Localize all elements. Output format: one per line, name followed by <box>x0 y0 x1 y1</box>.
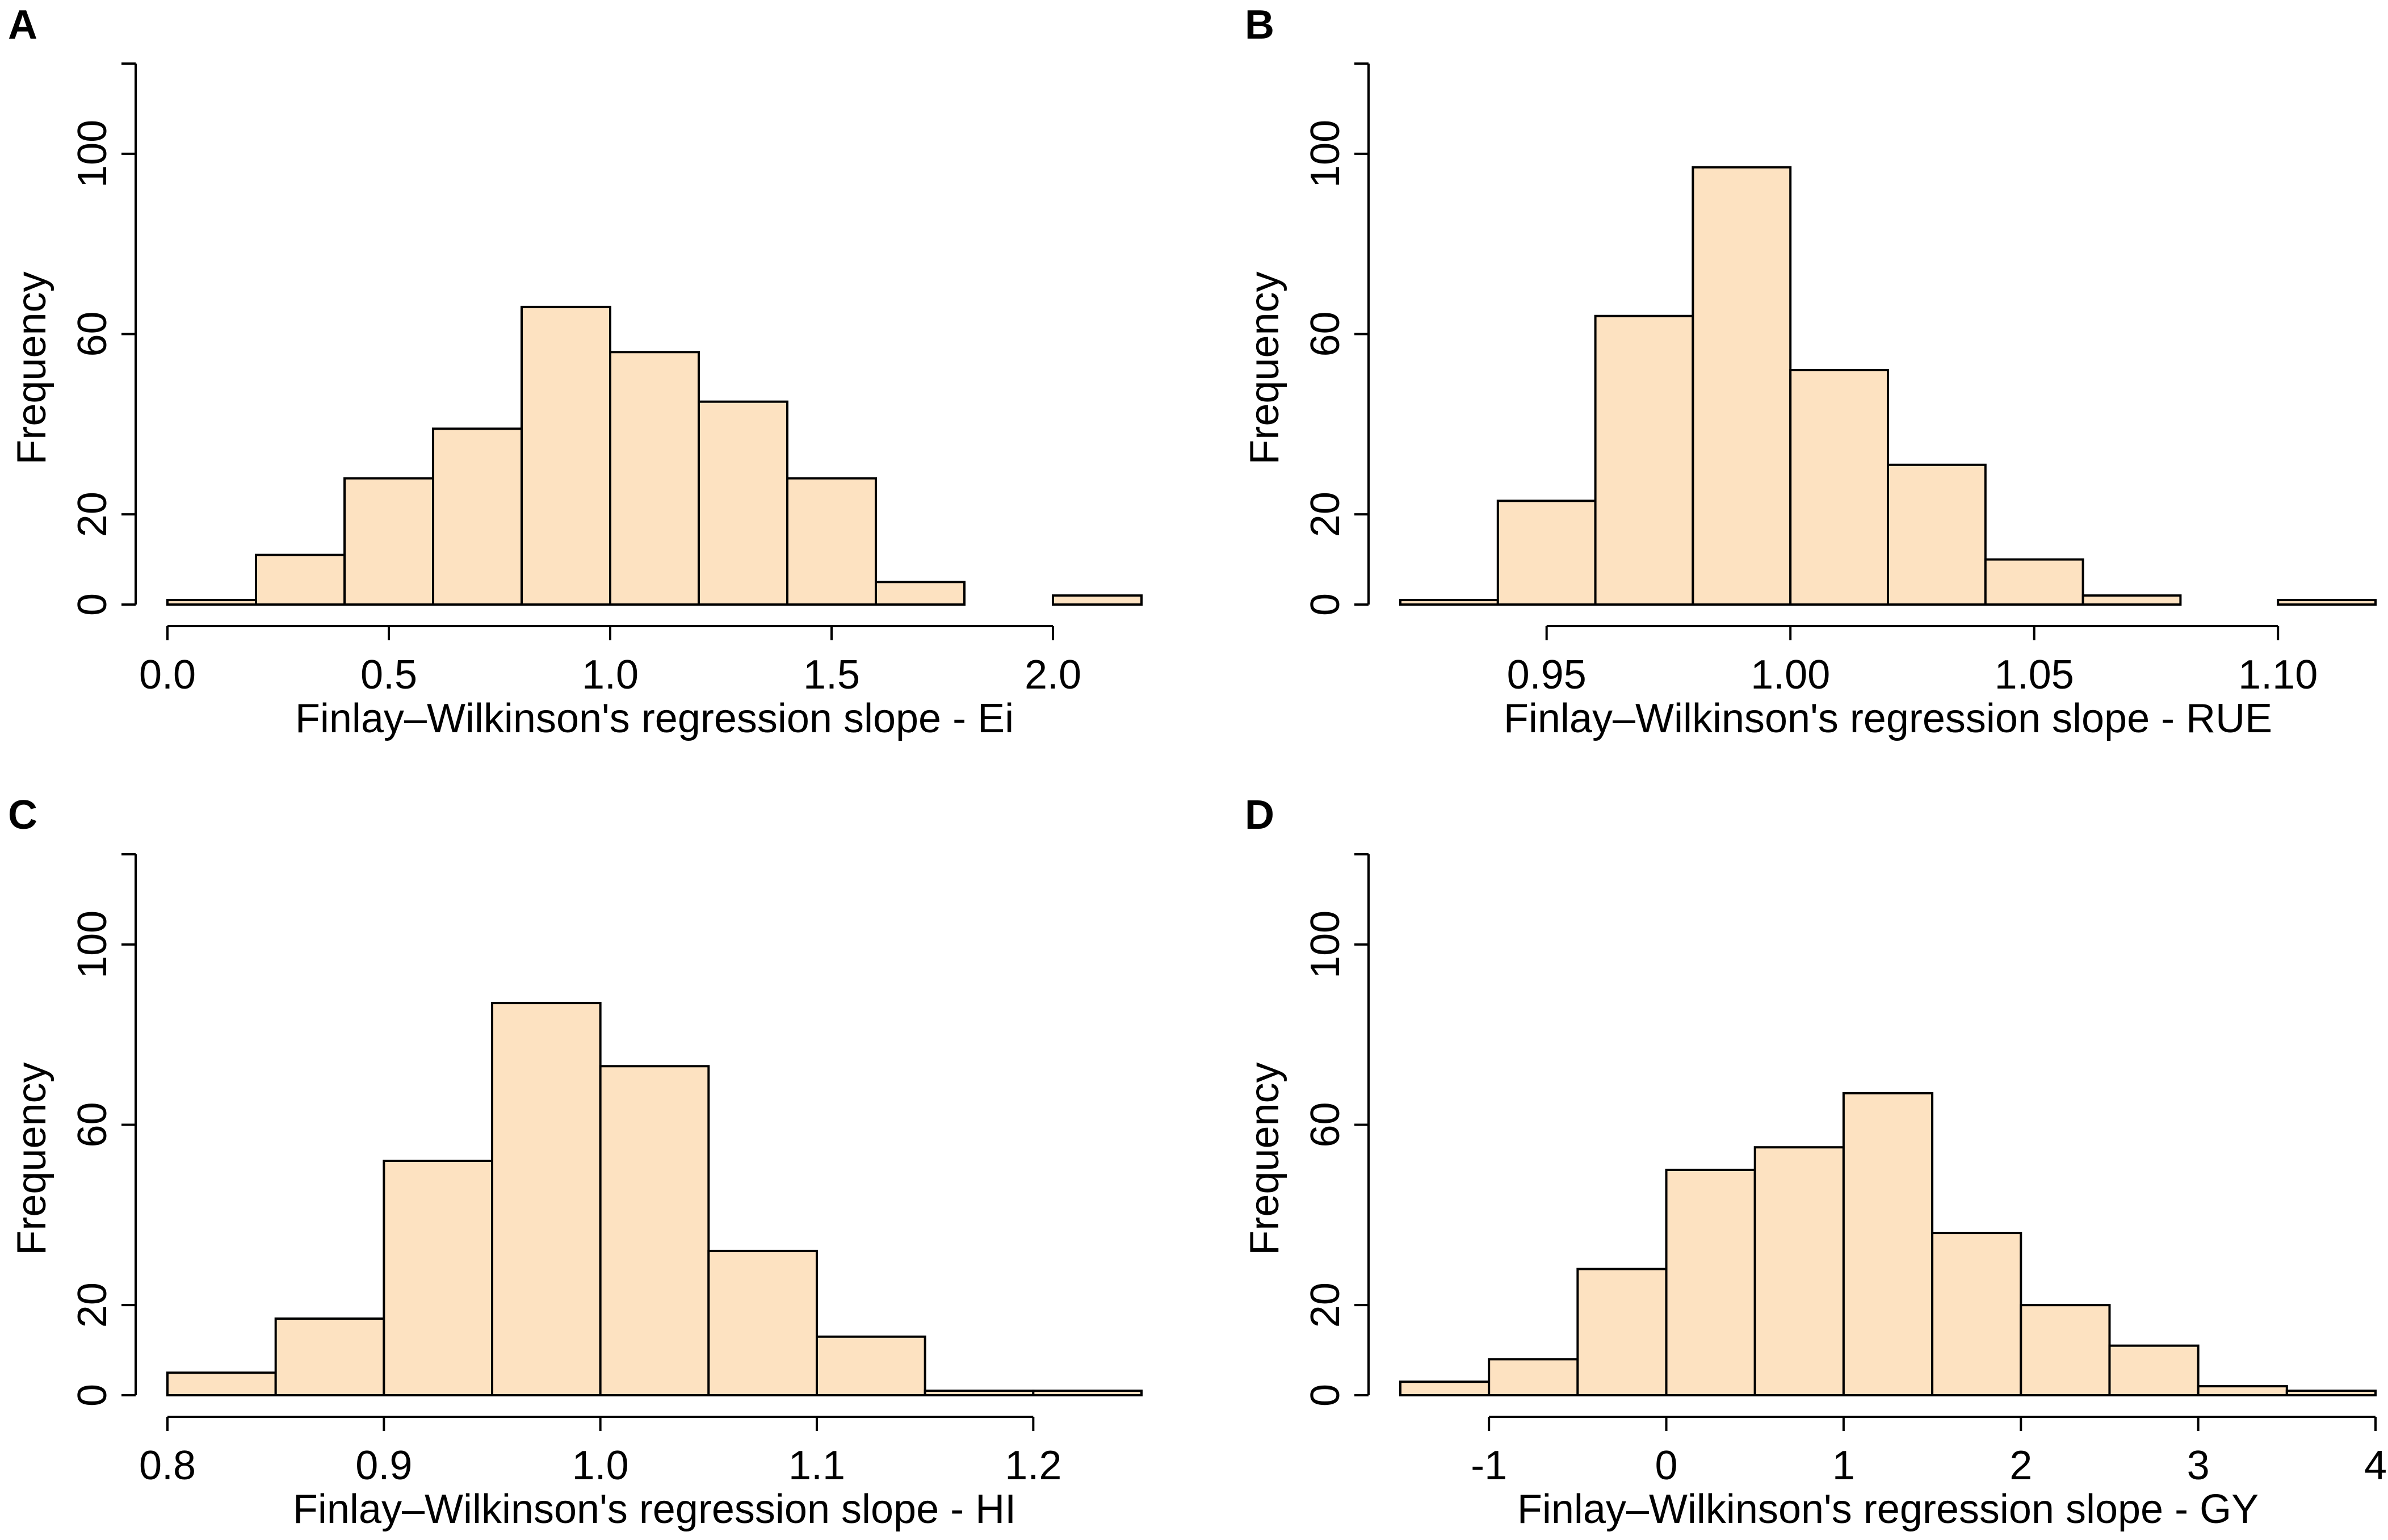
histogram-bar <box>1665 1168 1756 1397</box>
x-tick-label: 1 <box>1832 1443 1855 1488</box>
panel-label: B <box>1245 2 1274 48</box>
histogram-bar <box>2197 1385 2288 1397</box>
histogram-bar <box>599 1065 710 1396</box>
histogram-bar <box>1789 369 1889 606</box>
y-tick-label: 0 <box>70 1384 115 1407</box>
histogram-panel-b: 0 20 60 100 0.95 1.00 1.05 1.10Finlay–Wilkinson… <box>1242 2 2377 741</box>
x-tick-label: -1 <box>1471 1443 1507 1488</box>
x-tick-label: 1.0 <box>582 652 639 698</box>
histogram-bar <box>786 477 877 606</box>
histogram-bar <box>1488 1358 1579 1396</box>
histogram-bar <box>166 599 257 606</box>
histogram-panel-d: 0 20 60 100 -1 0 1 2 3 4 Finlay–Wilkinson's regres… <box>1242 792 2387 1532</box>
histogram-bar <box>521 305 611 606</box>
histogram-bar <box>816 1335 926 1396</box>
y-tick-label: 0 <box>1303 593 1348 616</box>
panel-label: C <box>8 792 37 838</box>
y-tick-label: 20 <box>1303 492 1348 537</box>
y-tick-label: 100 <box>1303 120 1348 188</box>
histogram-bar <box>924 1390 1035 1397</box>
x-axis-title: Finlay–Wilkinson's regression slope - HI <box>293 1487 1016 1532</box>
histogram-bar <box>2277 599 2377 606</box>
histogram-bar <box>1496 500 1597 606</box>
histogram-bar <box>274 1317 385 1397</box>
x-tick-label: 1.5 <box>803 652 860 698</box>
histogram-panel-a: 0 20 60 100 0.0 0.5 1.0 1.5 2.0Finlay–Wilkinson'… <box>8 2 1143 741</box>
histogram-bar <box>1931 1232 2022 1397</box>
histogram-bar <box>1692 166 1792 606</box>
histogram-bar <box>1594 314 1694 606</box>
y-tick-label: 20 <box>70 492 115 537</box>
histogram-bar <box>432 427 523 606</box>
panel-label: D <box>1245 792 1274 838</box>
histogram-bar <box>2081 594 2182 606</box>
histogram-bar <box>2020 1304 2111 1397</box>
x-tick-label: 1.0 <box>572 1443 629 1488</box>
histogram-bar <box>2285 1390 2377 1397</box>
y-tick-label: 100 <box>70 120 115 188</box>
x-tick-label: 0.8 <box>139 1443 196 1488</box>
x-axis-title: Finlay–Wilkinson's regression slope - GY <box>1517 1487 2259 1532</box>
y-axis-title: Frequency <box>1242 271 1287 464</box>
histogram-bar <box>1887 463 1987 606</box>
y-tick-label: 60 <box>70 311 115 356</box>
histogram-bar <box>1753 1146 1845 1397</box>
histogram-bar <box>875 581 966 606</box>
histogram-bar <box>491 1002 602 1396</box>
y-tick-label: 60 <box>70 1102 115 1147</box>
y-tick-label: 60 <box>1303 1102 1348 1147</box>
x-tick-label: 1.00 <box>1751 652 1830 698</box>
y-tick-label: 20 <box>70 1282 115 1328</box>
x-tick-label: 2.0 <box>1025 652 1081 698</box>
histogram-bar <box>383 1160 493 1396</box>
histogram-bar <box>707 1249 819 1397</box>
x-tick-label: 0.5 <box>360 652 417 698</box>
histogram-panel-c: 0 20 60 100 0.8 0.9 1.0 1.1 1.2Finlay–Wilkinson'… <box>8 792 1143 1532</box>
y-tick-label: 100 <box>1303 910 1348 979</box>
histogram-bar <box>1052 594 1143 606</box>
y-tick-label: 20 <box>1303 1282 1348 1328</box>
histogram-bar <box>166 1371 277 1397</box>
x-tick-label: 1.05 <box>1995 652 2074 698</box>
histogram-bar <box>1842 1092 1934 1396</box>
x-tick-label: 0.9 <box>355 1443 412 1488</box>
x-tick-label: 0.0 <box>139 652 196 698</box>
y-tick-label: 60 <box>1303 311 1348 356</box>
x-axis-title: Finlay–Wilkinson's regression slope - RU… <box>1504 696 2272 741</box>
x-tick-label: 1.1 <box>788 1443 845 1488</box>
y-axis-title: Frequency <box>9 1062 54 1255</box>
x-tick-label: 0 <box>1655 1443 1678 1488</box>
histogram-bar <box>698 400 788 606</box>
x-tick-label: 0.95 <box>1507 652 1587 698</box>
y-tick-label: 100 <box>70 910 115 979</box>
histogram-bar <box>1399 599 1499 606</box>
histogram-bar <box>1399 1380 1491 1397</box>
x-tick-label: 2 <box>2009 1443 2032 1488</box>
x-axis-title: Finlay–Wilkinson's regression slope - Ei <box>295 696 1014 741</box>
histogram-bar <box>255 553 346 606</box>
y-tick-label: 0 <box>1303 1384 1348 1407</box>
x-tick-label: 1.10 <box>2238 652 2318 698</box>
x-tick-label: 3 <box>2187 1443 2210 1488</box>
y-axis-title: Frequency <box>1242 1062 1287 1255</box>
histogram-bar <box>2108 1344 2200 1396</box>
x-tick-label: 1.2 <box>1005 1443 1061 1488</box>
histogram-bar <box>1032 1390 1143 1397</box>
histogram-bar <box>343 477 434 606</box>
histogram-bar <box>1576 1268 1668 1396</box>
y-tick-label: 0 <box>70 593 115 616</box>
histogram-bar <box>1984 558 2084 606</box>
histogram-bar <box>609 351 700 606</box>
y-axis-title: Frequency <box>9 271 54 464</box>
panel-label: A <box>8 2 37 48</box>
x-tick-label: 4 <box>2364 1443 2387 1488</box>
